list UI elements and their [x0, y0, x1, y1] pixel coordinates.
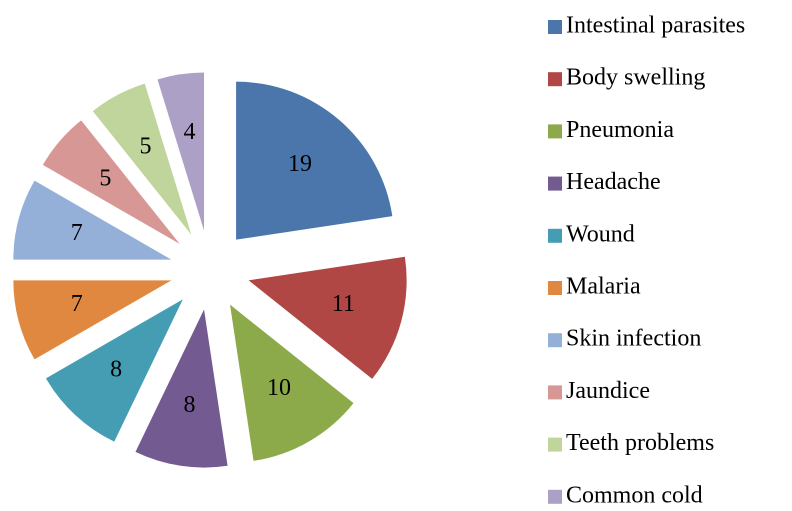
data-label: 7 [71, 220, 83, 246]
legend-swatch [548, 333, 562, 348]
pie-slice [230, 304, 354, 461]
pie-slice [42, 120, 180, 244]
legend-label: Common cold [566, 482, 703, 508]
data-label: 5 [140, 134, 152, 160]
legend-label: Jaundice [566, 378, 650, 404]
legend-swatch [548, 176, 562, 191]
data-label: 19 [288, 151, 312, 177]
pie-slice [135, 309, 228, 468]
legend-swatch [548, 385, 562, 400]
legend-swatch [548, 124, 562, 139]
data-label: 5 [99, 166, 111, 192]
legend-label: Malaria [566, 274, 641, 300]
data-label: 8 [110, 357, 122, 383]
legend-label: Headache [566, 169, 661, 195]
data-label: 10 [267, 375, 291, 401]
data-label: 11 [332, 291, 355, 317]
data-label: 8 [183, 392, 195, 418]
pie-slice [13, 180, 172, 260]
legend-label: Skin infection [566, 326, 701, 352]
legend-swatch [548, 489, 562, 504]
legend-swatch [548, 228, 562, 243]
legend-swatch [548, 20, 562, 34]
pie-slice [248, 256, 407, 379]
pie-slice [45, 299, 183, 442]
pie-slice [157, 72, 205, 231]
legend-label: Wound [566, 221, 635, 247]
data-label: 4 [183, 119, 195, 145]
pie-slice [13, 280, 172, 360]
pie-slice [92, 83, 192, 235]
legend-swatch [548, 72, 562, 87]
pie-slice [236, 81, 393, 240]
legend-label: Pneumonia [566, 117, 674, 143]
legend-label: Body swelling [566, 65, 705, 91]
legend-label: Intestinal parasites [566, 13, 745, 39]
legend-swatch [548, 281, 562, 295]
legend-swatch [548, 437, 562, 452]
legend-label: Teeth problems [566, 430, 714, 456]
data-label: 7 [71, 291, 83, 317]
